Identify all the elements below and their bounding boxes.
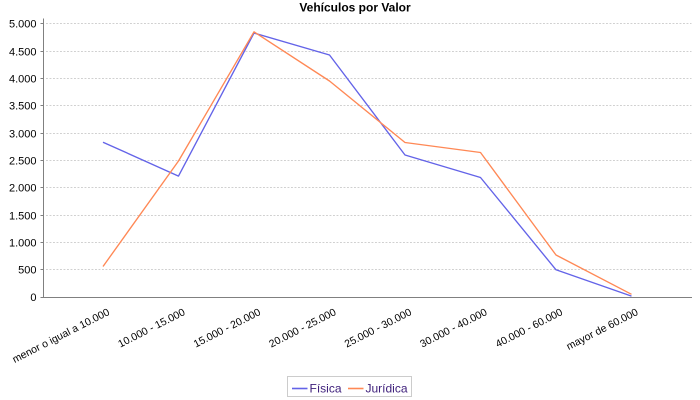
svg-text:2.500: 2.500 <box>9 156 37 168</box>
svg-text:Vehículos por Valor: Vehículos por Valor <box>299 0 411 14</box>
svg-text:Física: Física <box>310 381 342 395</box>
svg-text:1.000: 1.000 <box>9 238 37 250</box>
svg-text:500: 500 <box>18 265 36 277</box>
svg-text:0: 0 <box>30 292 36 304</box>
svg-text:3.500: 3.500 <box>9 101 37 113</box>
svg-text:Jurídica: Jurídica <box>366 381 408 395</box>
svg-text:4.000: 4.000 <box>9 74 37 86</box>
svg-text:4.500: 4.500 <box>9 47 37 59</box>
svg-text:1.500: 1.500 <box>9 211 37 223</box>
svg-text:2.000: 2.000 <box>9 183 37 195</box>
svg-text:3.000: 3.000 <box>9 129 37 141</box>
svg-text:5.000: 5.000 <box>9 19 37 31</box>
